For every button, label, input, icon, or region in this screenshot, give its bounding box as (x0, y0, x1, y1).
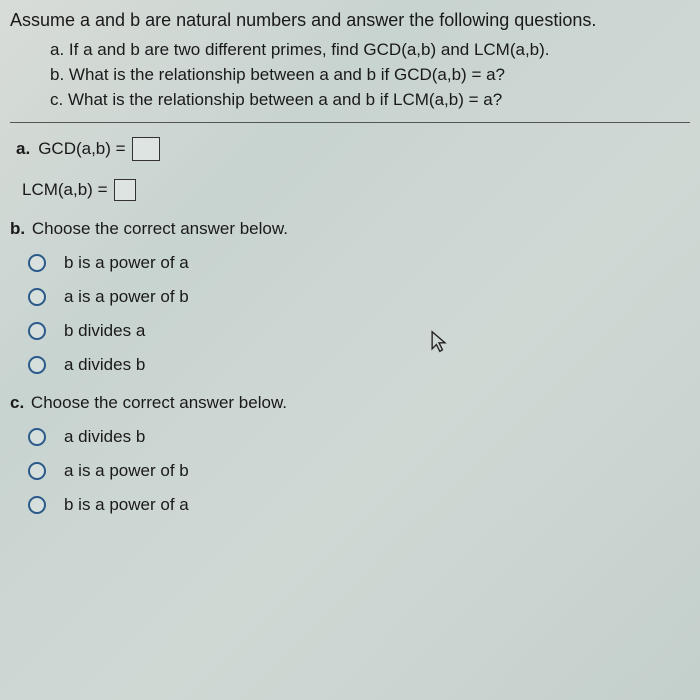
option-row[interactable]: a divides b (28, 355, 690, 375)
part-c-prompt: c. Choose the correct answer below. (10, 393, 690, 413)
part-b-prompt-text: Choose the correct answer below. (32, 219, 288, 238)
lcm-prefix: LCM(a,b) = (22, 180, 108, 200)
gcd-input[interactable] (132, 137, 160, 161)
gcd-answer-line: a. GCD(a,b) = (16, 137, 690, 161)
radio-icon[interactable] (28, 496, 46, 514)
part-a-label: a. (16, 139, 30, 159)
intro-text: Assume a and b are natural numbers and a… (10, 8, 690, 32)
part-b-options: b is a power of a a is a power of b b di… (10, 253, 690, 375)
option-row[interactable]: b is a power of a (28, 495, 690, 515)
sub-a: a. If a and b are two different primes, … (50, 38, 690, 63)
option-row[interactable]: a is a power of b (28, 287, 690, 307)
radio-icon[interactable] (28, 356, 46, 374)
option-row[interactable]: b is a power of a (28, 253, 690, 273)
part-c-options: a divides b a is a power of b b is a pow… (10, 427, 690, 515)
gcd-prefix: GCD(a,b) = (38, 139, 125, 159)
radio-icon[interactable] (28, 462, 46, 480)
option-row[interactable]: a is a power of b (28, 461, 690, 481)
option-label: a is a power of b (64, 287, 189, 307)
option-row[interactable]: b divides a (28, 321, 690, 341)
radio-icon[interactable] (28, 322, 46, 340)
option-label: a is a power of b (64, 461, 189, 481)
option-row[interactable]: a divides b (28, 427, 690, 447)
radio-icon[interactable] (28, 288, 46, 306)
sub-b: b. What is the relationship between a an… (50, 63, 690, 88)
lcm-answer-line: LCM(a,b) = (16, 179, 690, 201)
radio-icon[interactable] (28, 254, 46, 272)
radio-icon[interactable] (28, 428, 46, 446)
part-c-prompt-text: Choose the correct answer below. (31, 393, 287, 412)
option-label: b is a power of a (64, 495, 189, 515)
part-b-prompt: b. Choose the correct answer below. (10, 219, 690, 239)
part-b-label: b. (10, 219, 25, 238)
section-divider (10, 122, 690, 123)
lcm-input[interactable] (114, 179, 136, 201)
sub-question-list: a. If a and b are two different primes, … (10, 38, 690, 112)
option-label: a divides b (64, 355, 145, 375)
sub-c: c. What is the relationship between a an… (50, 88, 690, 113)
option-label: b is a power of a (64, 253, 189, 273)
part-c-label: c. (10, 393, 24, 412)
option-label: a divides b (64, 427, 145, 447)
option-label: b divides a (64, 321, 145, 341)
